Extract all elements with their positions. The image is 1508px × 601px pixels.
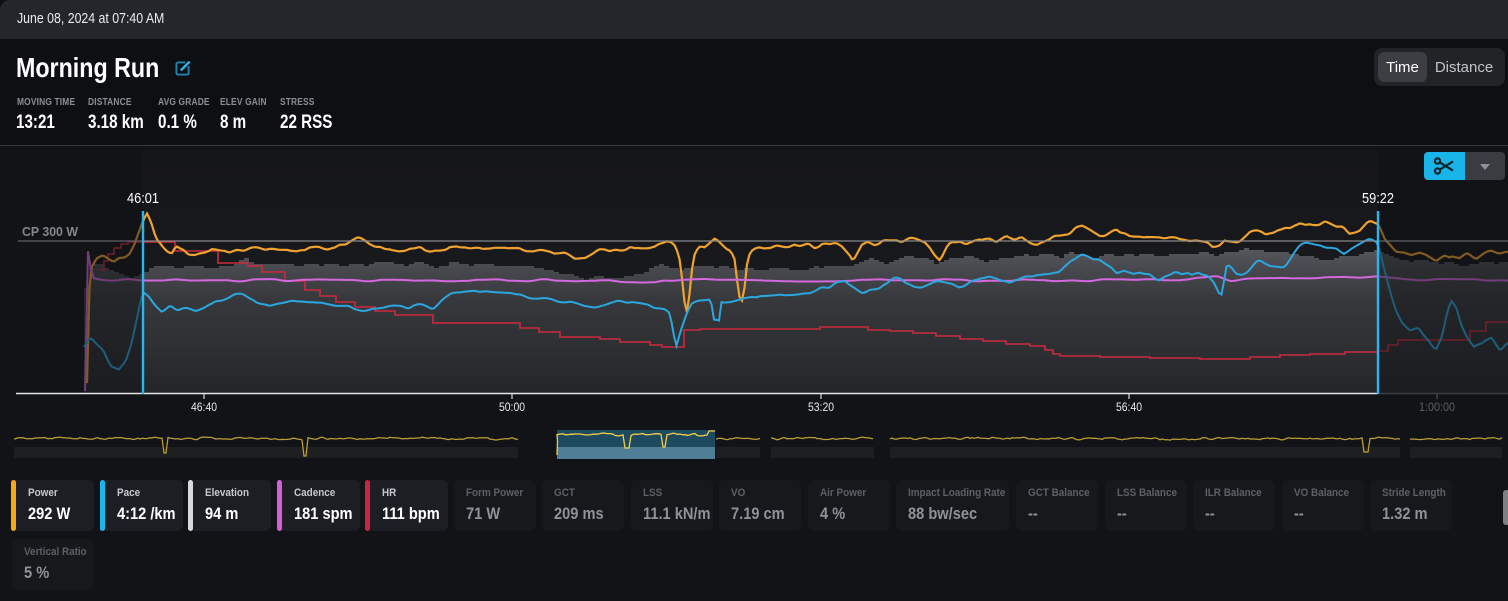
svg-text:46:40: 46:40: [191, 402, 217, 414]
svg-text:56:40: 56:40: [1116, 402, 1142, 414]
svg-text:53:20: 53:20: [808, 402, 834, 414]
svg-text:50:00: 50:00: [499, 402, 525, 414]
svg-text:59:22: 59:22: [1362, 191, 1394, 207]
svg-text:1:00:00: 1:00:00: [1419, 402, 1455, 414]
svg-text:CP 300 W: CP 300 W: [22, 225, 78, 239]
svg-text:46:01: 46:01: [127, 191, 159, 207]
